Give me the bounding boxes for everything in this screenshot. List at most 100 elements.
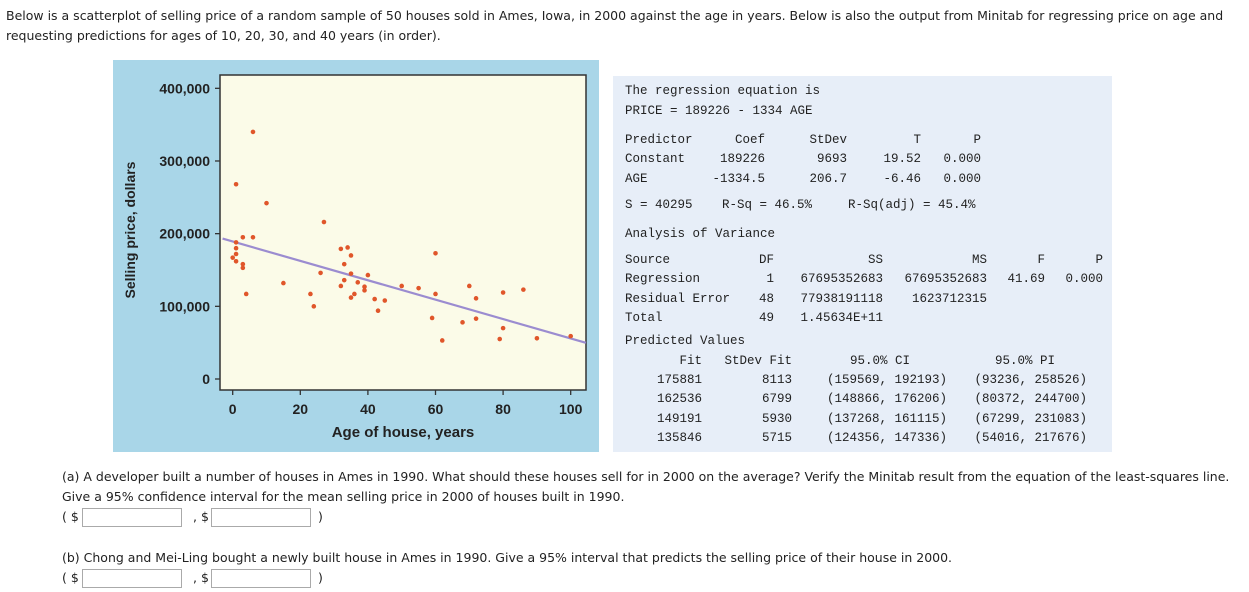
anova-row: Regression xyxy=(625,272,701,286)
data-point xyxy=(348,253,354,258)
anova-row: 77938191118 xyxy=(800,291,883,306)
anova-header: DF xyxy=(758,253,774,267)
anova-row: 1 xyxy=(766,272,774,286)
coef-header: Predictor xyxy=(625,133,693,147)
data-point xyxy=(240,234,246,240)
coef-header: P xyxy=(973,133,981,147)
coef-row: 19.52 xyxy=(883,152,921,166)
separator: , $ xyxy=(193,570,209,585)
data-point xyxy=(365,272,371,278)
data-point xyxy=(568,333,573,339)
data-point xyxy=(318,270,323,276)
y-tick-label: 100,000 xyxy=(159,298,210,314)
anova-title: Analysis of Variance xyxy=(625,227,776,241)
anova-row: 0.000 xyxy=(1065,272,1103,286)
data-point xyxy=(429,315,435,321)
anova-row: 1623712315 xyxy=(911,291,987,306)
prediction-row: (137268, 161115) xyxy=(826,411,947,426)
prediction-row: (93236, 258526) xyxy=(974,373,1087,387)
coef-header: StDev xyxy=(809,133,847,147)
prediction-row: (54016, 217676) xyxy=(974,430,1087,445)
data-point xyxy=(311,304,317,309)
y-axis-label: Selling price, dollars xyxy=(122,161,138,298)
question-a: (a) A developer built a number of houses… xyxy=(62,469,1230,504)
plot-area xyxy=(219,74,587,391)
data-point xyxy=(345,245,350,250)
s-value: S = 40295 xyxy=(625,198,693,212)
y-tick-label: 0 xyxy=(202,371,210,387)
regression-equation: PRICE = 189226 - 1334 AGE xyxy=(625,104,813,118)
prediction-row: 175881 xyxy=(656,373,702,387)
pred-header: 95.0% PI xyxy=(995,354,1056,368)
data-point xyxy=(308,291,313,297)
data-point xyxy=(243,291,249,297)
x-axis-label: Age of house, years xyxy=(332,424,475,441)
data-point xyxy=(348,295,354,300)
data-point xyxy=(362,284,367,290)
data-point xyxy=(233,245,239,251)
coef-row: 0.000 xyxy=(943,171,981,186)
pred-header: StDev Fit xyxy=(724,354,792,368)
anova-row: Residual Error xyxy=(625,291,731,306)
data-point xyxy=(264,200,269,206)
data-point xyxy=(433,250,438,256)
prediction-row: 6799 xyxy=(761,392,792,407)
a-upper-input[interactable] xyxy=(211,508,311,527)
data-point xyxy=(433,291,438,297)
data-point xyxy=(500,290,506,295)
intro-text: Below is a scatterplot of selling price … xyxy=(6,8,1224,43)
prediction-row: 8113 xyxy=(761,373,792,387)
r-sq: R-Sq = 46.5% xyxy=(722,198,813,212)
data-point xyxy=(240,265,246,271)
prediction-row: (67299, 231083) xyxy=(974,411,1087,426)
data-point xyxy=(355,280,361,285)
prediction-row: (80372, 244700) xyxy=(974,392,1087,407)
pred-header: 95.0% CI xyxy=(850,354,911,368)
prediction-row: (148866, 176206) xyxy=(826,392,947,407)
data-point xyxy=(382,298,388,303)
anova-header: F xyxy=(1037,253,1045,267)
data-point xyxy=(338,246,344,252)
scatterplot: 0 100,000 200,000 300,000 400,000 0 20 40 60 80 10… xyxy=(113,60,599,452)
anova-row: 41.69 xyxy=(1007,272,1045,286)
anova-row: 49 xyxy=(758,311,774,325)
data-point xyxy=(233,240,239,245)
minitab-output: The regression equation is PRICE = 189226… xyxy=(613,76,1112,452)
prediction-row: 162536 xyxy=(656,392,702,407)
y-tick-label: 300,000 xyxy=(159,153,210,169)
prediction-row: 149191 xyxy=(656,411,702,426)
data-point xyxy=(233,251,239,257)
coef-header: Coef xyxy=(734,133,765,147)
anova-row: 67695352683 xyxy=(904,272,987,286)
data-point xyxy=(338,283,344,289)
data-point xyxy=(341,261,347,267)
b-upper-input[interactable] xyxy=(211,569,311,588)
a-lower-input[interactable] xyxy=(82,508,182,527)
data-point xyxy=(521,287,526,292)
question-b: (b) Chong and Mei-Ling bought a newly bu… xyxy=(62,550,953,565)
prediction-row: 135846 xyxy=(656,430,702,445)
prediction-row: 5930 xyxy=(761,411,792,426)
paren-close: ) xyxy=(318,570,323,585)
coef-row: 9693 xyxy=(816,152,847,166)
coef-header: T xyxy=(913,133,921,147)
x-tick-label: 60 xyxy=(428,401,444,417)
data-point xyxy=(473,296,479,301)
b-lower-input[interactable] xyxy=(82,569,182,588)
separator: , $ xyxy=(193,509,209,524)
x-tick-label: 80 xyxy=(495,401,511,417)
anova-header: SS xyxy=(867,253,883,267)
data-point xyxy=(240,261,246,267)
x-tick-label: 100 xyxy=(559,401,583,417)
x-tick-label: 40 xyxy=(360,401,376,417)
regression-line xyxy=(222,237,587,344)
data-point xyxy=(250,234,256,240)
r-sq-adj: R-Sq(adj) = 45.4% xyxy=(848,198,976,212)
data-point xyxy=(341,277,347,283)
data-point xyxy=(534,336,540,341)
coef-row: 189226 xyxy=(719,152,765,166)
data-point xyxy=(497,336,503,342)
data-point xyxy=(352,291,357,297)
data-point xyxy=(460,320,465,325)
anova-header: MS xyxy=(971,253,987,267)
